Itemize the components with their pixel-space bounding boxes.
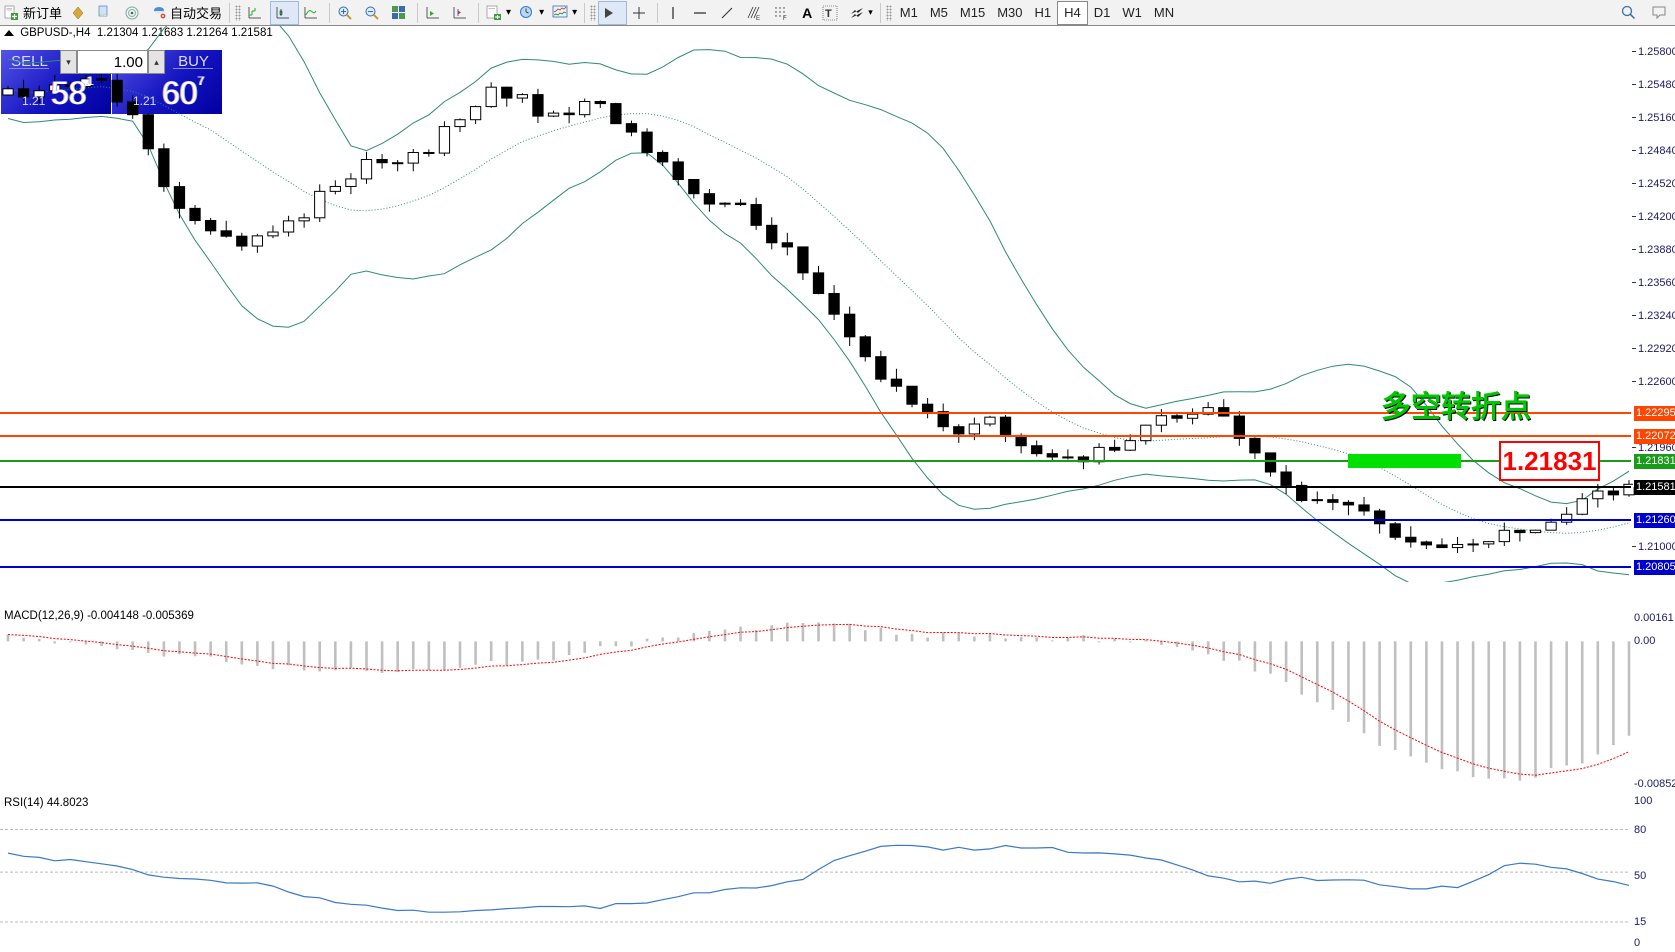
svg-text:F: F bbox=[783, 16, 787, 21]
svg-text:E: E bbox=[756, 16, 760, 21]
svg-text:T: T bbox=[825, 8, 832, 20]
